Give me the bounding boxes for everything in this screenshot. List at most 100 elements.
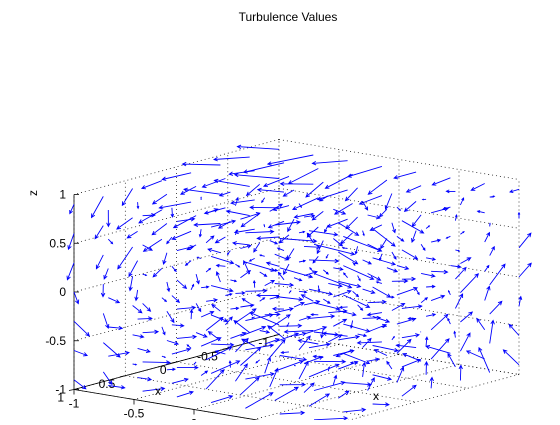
x-axis-label-left: x: [155, 384, 161, 398]
vector-arrow: [343, 324, 369, 332]
vector-arrow: [293, 198, 318, 210]
vector-arrow: [162, 327, 165, 335]
vector-arrow: [343, 295, 369, 308]
vector-arrow: [108, 326, 122, 330]
vector-arrow: [405, 201, 417, 211]
vector-arrow: [177, 306, 195, 310]
vector-arrow: [127, 231, 137, 238]
vector-arrow: [74, 292, 79, 304]
vector-arrow: [74, 380, 86, 389]
vector-arrow: [280, 383, 305, 387]
vector-arrow: [201, 197, 202, 200]
vector-arrow: [194, 362, 196, 364]
grid-line: [125, 376, 365, 416]
vector-arrow: [257, 294, 279, 298]
vector-arrow: [381, 239, 387, 249]
vector-arrow: [275, 387, 298, 400]
vector-arrow: [250, 258, 255, 261]
vector-arrow: [196, 333, 207, 338]
vector-arrow: [490, 321, 495, 344]
vector-arrow: [343, 383, 371, 387]
z-tick-label: -0.5: [45, 334, 66, 348]
vector-arrow: [191, 285, 194, 290]
x-tick-mark: [120, 376, 125, 377]
vector-arrow: [280, 297, 303, 301]
vector-arrow: [460, 333, 470, 351]
vector-arrow: [310, 268, 313, 272]
vector-arrow: [432, 178, 450, 185]
vector-arrow: [206, 236, 214, 243]
vector-arrow: [323, 270, 328, 274]
vector-arrow: [460, 312, 472, 322]
vector-arrow: [358, 276, 361, 281]
vector-arrow: [235, 264, 239, 267]
vector-arrow: [172, 378, 188, 383]
x-tick-label: -0.5: [197, 349, 218, 363]
vector-arrow: [320, 196, 329, 201]
vector-arrow: [177, 391, 193, 397]
vector-arrow: [309, 231, 338, 236]
vector-arrow: [143, 213, 155, 217]
vector-arrow: [264, 225, 265, 227]
vector-arrow: [289, 169, 319, 184]
vector-arrow: [431, 339, 449, 359]
vector-arrow: [196, 303, 201, 311]
x-axis-label-right: x: [373, 389, 379, 403]
vector-arrow: [309, 394, 329, 406]
vector-arrow: [449, 291, 451, 295]
vector-arrow: [509, 324, 519, 335]
vector-arrow: [348, 166, 382, 177]
vector-arrow: [281, 182, 314, 186]
vector-arrow: [133, 306, 142, 313]
vector-arrow: [230, 307, 238, 310]
x-tick-mark: [69, 390, 74, 391]
vector-arrow: [138, 348, 150, 352]
vector-arrow: [358, 305, 363, 310]
vector-arrow: [485, 286, 490, 300]
vector-arrow: [423, 199, 427, 200]
vector-arrow: [278, 272, 284, 279]
vector-arrow: [402, 305, 422, 309]
vector-arrow: [162, 356, 165, 357]
vector-arrow: [220, 192, 231, 196]
vector-arrow: [519, 263, 531, 277]
vector-arrow: [363, 201, 368, 210]
vector-arrow: [333, 239, 342, 246]
vector-arrow: [281, 351, 289, 353]
chart-title: Turbulence Values: [239, 10, 338, 24]
vector-arrow: [387, 362, 392, 370]
vector-arrow: [333, 319, 346, 326]
vector-arrow: [253, 281, 255, 288]
vector-arrow: [206, 370, 224, 389]
vector-arrow: [206, 317, 223, 330]
vector-arrow: [235, 198, 238, 206]
vector-arrow: [426, 226, 429, 229]
vector-arrow: [518, 213, 520, 219]
vector-arrow: [318, 286, 320, 292]
vector-arrow: [397, 287, 417, 295]
vector-arrow: [485, 266, 489, 272]
vector-arrow: [346, 217, 358, 229]
vector-arrow: [275, 308, 293, 313]
vector-arrow: [311, 314, 318, 316]
vector-arrow: [392, 279, 408, 283]
vector-arrow: [201, 286, 209, 288]
vector-arrow: [74, 321, 89, 336]
vector-arrow: [280, 411, 305, 415]
vector-arrow: [338, 252, 357, 264]
vector-arrow: [333, 290, 351, 297]
vector-arrow: [235, 364, 247, 381]
vector-arrow: [153, 268, 162, 276]
grid-line: [74, 188, 279, 243]
vector-arrow: [201, 371, 207, 375]
vector-arrow: [101, 284, 105, 297]
vector-arrow: [387, 268, 397, 272]
vector-arrow: [304, 245, 320, 249]
z-tick-label: 0: [59, 285, 66, 299]
vector-arrow: [431, 239, 440, 242]
vector-arrow: [328, 219, 348, 227]
vector-arrow: [426, 346, 450, 354]
vector-arrow: [240, 378, 259, 395]
